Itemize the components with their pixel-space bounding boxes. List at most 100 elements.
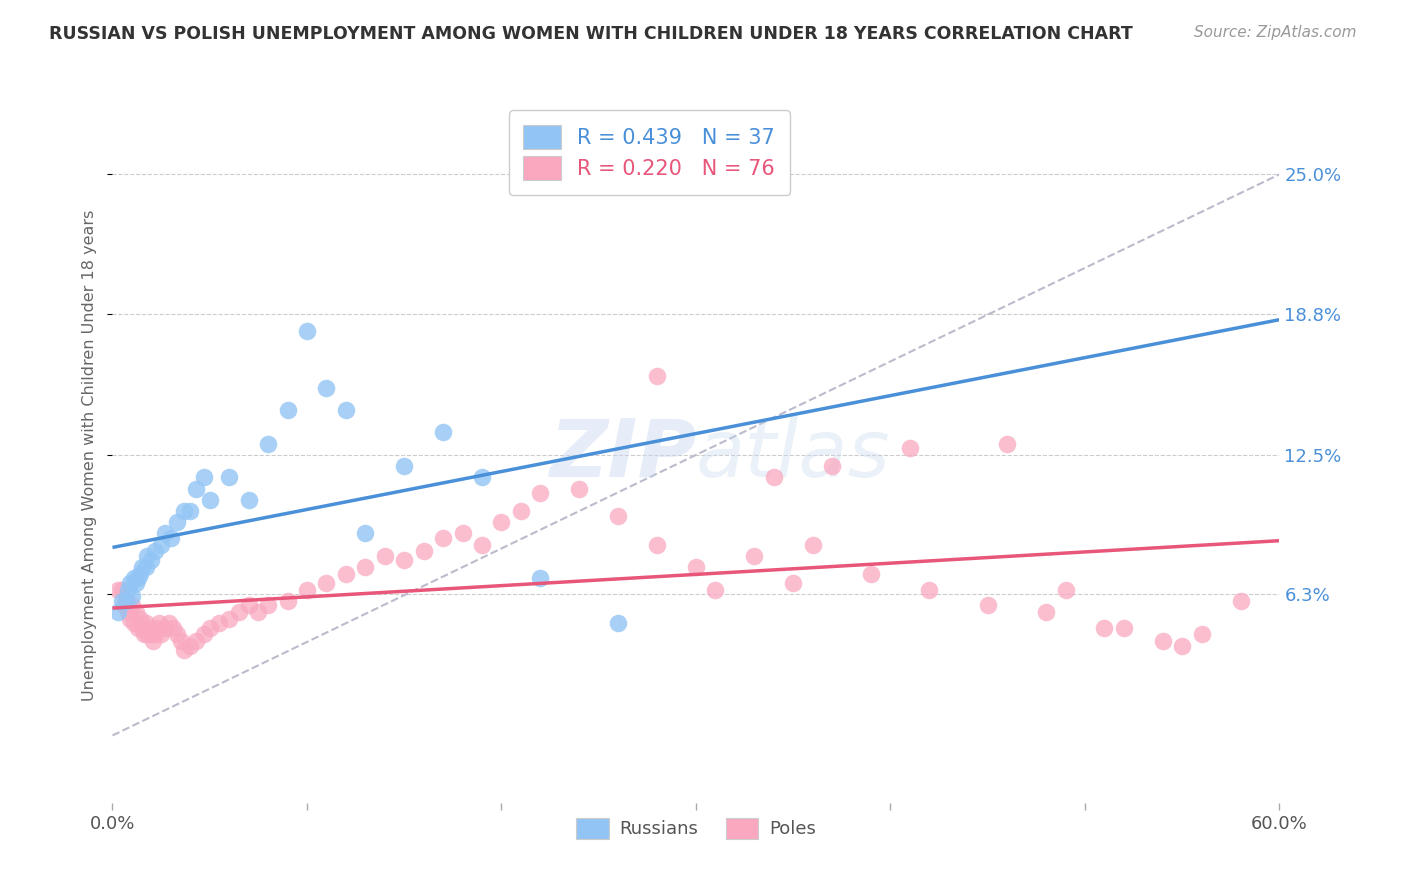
Point — [150, 627, 173, 641]
Point — [238, 492, 260, 507]
Point — [128, 566, 150, 581]
Point — [112, 599, 135, 613]
Point — [976, 599, 998, 613]
Point — [118, 575, 141, 590]
Point — [208, 616, 231, 631]
Point — [184, 634, 207, 648]
Point — [107, 605, 129, 619]
Point — [995, 436, 1018, 450]
Point — [782, 575, 804, 590]
Text: Source: ZipAtlas.com: Source: ZipAtlas.com — [1194, 25, 1357, 40]
Point — [218, 470, 240, 484]
Point — [115, 594, 138, 608]
Point — [1171, 639, 1194, 653]
Point — [136, 549, 159, 563]
Point — [179, 639, 201, 653]
Point — [394, 459, 416, 474]
Point — [166, 627, 188, 641]
Point — [276, 403, 298, 417]
Point — [138, 621, 160, 635]
Point — [146, 621, 169, 635]
Text: ZIP: ZIP — [548, 416, 696, 494]
Point — [157, 616, 180, 631]
Point — [128, 612, 150, 626]
Point — [315, 575, 337, 590]
Point — [125, 575, 148, 590]
Point — [228, 605, 250, 619]
Point — [1152, 634, 1174, 648]
Point — [471, 470, 494, 484]
Point — [131, 621, 153, 635]
Point — [276, 594, 298, 608]
Point — [121, 599, 143, 613]
Point — [704, 582, 727, 597]
Point — [136, 627, 159, 641]
Point — [132, 627, 155, 641]
Point — [821, 459, 844, 474]
Point — [607, 616, 630, 631]
Point — [394, 553, 416, 567]
Point — [1054, 582, 1077, 597]
Point — [162, 621, 184, 635]
Point — [169, 634, 191, 648]
Point — [1035, 605, 1057, 619]
Text: RUSSIAN VS POLISH UNEMPLOYMENT AMONG WOMEN WITH CHILDREN UNDER 18 YEARS CORRELAT: RUSSIAN VS POLISH UNEMPLOYMENT AMONG WOM… — [49, 25, 1133, 43]
Point — [107, 582, 129, 597]
Point — [432, 425, 454, 440]
Point — [193, 627, 215, 641]
Point — [451, 526, 474, 541]
Point — [295, 325, 318, 339]
Point — [257, 599, 280, 613]
Point — [111, 582, 134, 597]
Point — [127, 621, 149, 635]
Point — [143, 627, 166, 641]
Point — [491, 515, 513, 529]
Point — [153, 526, 176, 541]
Point — [801, 538, 824, 552]
Point — [568, 482, 591, 496]
Point — [141, 553, 163, 567]
Point — [335, 403, 357, 417]
Point — [160, 531, 183, 545]
Point — [198, 492, 221, 507]
Point — [645, 538, 668, 552]
Point — [354, 560, 377, 574]
Point — [295, 582, 318, 597]
Point — [257, 436, 280, 450]
Point — [115, 594, 138, 608]
Point — [118, 612, 141, 626]
Text: atlas: atlas — [696, 416, 891, 494]
Point — [131, 560, 153, 574]
Y-axis label: Unemployment Among Women with Children Under 18 years: Unemployment Among Women with Children U… — [82, 210, 97, 700]
Point — [184, 482, 207, 496]
Point — [173, 643, 195, 657]
Point — [685, 560, 707, 574]
Point — [1094, 621, 1116, 635]
Point — [127, 571, 149, 585]
Point — [193, 470, 215, 484]
Point — [645, 369, 668, 384]
Point — [135, 616, 157, 631]
Point — [1191, 627, 1213, 641]
Point — [918, 582, 941, 597]
Point — [125, 605, 148, 619]
Point — [218, 612, 240, 626]
Point — [117, 605, 139, 619]
Point — [432, 531, 454, 545]
Point — [509, 504, 531, 518]
Legend: Russians, Poles: Russians, Poles — [569, 811, 823, 846]
Point — [315, 381, 337, 395]
Point — [374, 549, 396, 563]
Point — [412, 544, 434, 558]
Point — [744, 549, 766, 563]
Point — [153, 621, 176, 635]
Point — [898, 441, 921, 455]
Point — [141, 627, 163, 641]
Point — [354, 526, 377, 541]
Point — [1229, 594, 1251, 608]
Point — [143, 544, 166, 558]
Point — [198, 621, 221, 635]
Point — [529, 486, 551, 500]
Point — [762, 470, 785, 484]
Point — [111, 594, 134, 608]
